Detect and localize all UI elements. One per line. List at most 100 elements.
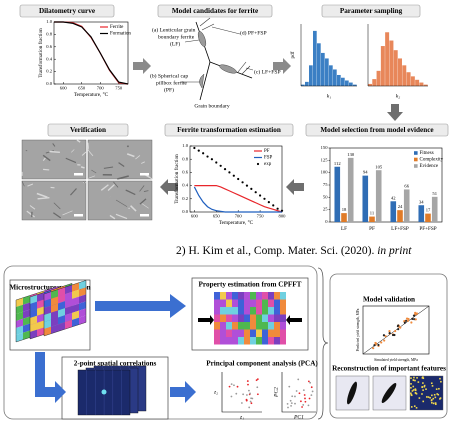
pca-point: [247, 383, 249, 386]
data-point: [210, 158, 214, 161]
data-label: 66: [404, 184, 409, 189]
pca-point: [246, 380, 249, 382]
grain: [214, 299, 220, 307]
data-label: 42: [391, 195, 396, 200]
y-tick-label: 0.0: [182, 209, 188, 214]
histogram-bar: [393, 50, 398, 86]
flow-arrow: [273, 58, 291, 74]
pca-point: [298, 392, 301, 395]
micrograph-texture: [87, 175, 96, 179]
data-point: [197, 149, 200, 152]
feature: [422, 382, 424, 384]
grain: [58, 315, 65, 325]
ferrite-cap: [199, 73, 205, 89]
y-tick-label: 100: [321, 170, 329, 175]
grain: [51, 317, 58, 327]
flow-arrow: [160, 179, 178, 195]
ferrite-lens: [219, 64, 237, 74]
validation-point: [380, 341, 383, 344]
feature: [414, 388, 417, 391]
histogram-bar: [372, 79, 377, 86]
histogram-bar: [402, 65, 407, 86]
validation-point: [397, 328, 400, 331]
panel-title: Verification: [70, 126, 106, 134]
step-title: Property estimation from CPFFT: [199, 281, 302, 289]
pointer: [211, 26, 241, 35]
grain: [44, 312, 51, 322]
grain: [274, 329, 280, 337]
histogram-bar: [376, 70, 381, 86]
pca-point: [302, 389, 305, 392]
feature: [431, 402, 433, 404]
y-axis-label: pdf: [289, 51, 296, 58]
grain: [220, 307, 226, 315]
feature: [427, 396, 430, 398]
pca-point: [248, 406, 251, 409]
grain: [214, 337, 220, 345]
grain: [44, 305, 51, 315]
grain: [16, 318, 23, 328]
bar: [334, 166, 341, 222]
pca-point: [290, 405, 292, 407]
legend-swatch: [414, 151, 418, 155]
feature: [410, 394, 413, 397]
x-axis-label: Temperature, °C: [74, 91, 109, 98]
ferrite-plates: [199, 17, 251, 75]
candidate-label: (b) Spherical cap: [150, 72, 188, 79]
feature: [437, 393, 440, 396]
micrograph-texture: [62, 210, 73, 216]
pca-point: [299, 400, 302, 403]
grain: [58, 294, 65, 304]
model-candidates-diagram: (a) Lenticular grain boundary ferrite (L…: [150, 17, 281, 109]
grain: [65, 291, 72, 302]
grain: [220, 314, 226, 322]
y-tick-label: 1.0: [182, 143, 188, 148]
correlation-peak: [101, 389, 107, 395]
validation-point: [377, 343, 380, 347]
grain: [72, 289, 79, 299]
grain: [79, 294, 86, 304]
grain: [232, 299, 238, 307]
bar: [375, 170, 382, 222]
grain: [58, 301, 65, 311]
axis-label: z₁: [239, 414, 244, 420]
micrograph-texture: [117, 175, 129, 180]
validation-point: [394, 329, 397, 333]
histogram-bar: [301, 84, 305, 86]
grain: [238, 329, 244, 337]
bar: [362, 175, 369, 222]
feature: [415, 392, 418, 395]
grain: [79, 308, 86, 318]
x-tick-label: 700: [97, 86, 105, 91]
step-title: Model validation: [363, 296, 415, 304]
grain: [244, 299, 250, 307]
grain: [79, 315, 86, 325]
data-point: [258, 194, 262, 197]
grain: [23, 309, 30, 319]
axis-label: z₂: [213, 389, 218, 395]
data-point: [263, 197, 266, 200]
feature: [421, 386, 423, 389]
micrograph-texture: [65, 157, 77, 164]
x-tick-label: 600: [191, 214, 199, 219]
pca-point: [310, 394, 313, 397]
brace: [317, 267, 329, 420]
panel-title: Model selection from model evidence: [320, 126, 433, 134]
micrograph-texture: [128, 207, 130, 210]
axis-label: PC2: [273, 387, 279, 398]
y-tick-label: 25: [323, 207, 328, 212]
grain: [268, 292, 274, 300]
feature: [439, 377, 441, 380]
pca-point: [287, 406, 289, 409]
feature: [440, 380, 442, 383]
pca-point: [297, 378, 300, 381]
grain: [72, 317, 79, 327]
validation-point: [414, 318, 417, 321]
grain: [268, 337, 274, 345]
validation-point: [388, 331, 391, 335]
pca-point: [307, 380, 310, 383]
histogram-bar: [337, 74, 341, 86]
pca-point: [250, 402, 253, 405]
